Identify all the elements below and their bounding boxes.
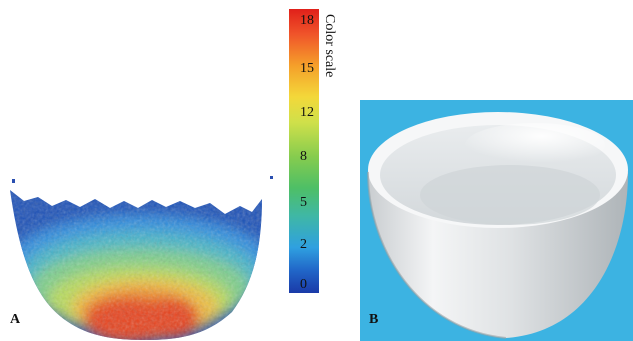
panel-a: 18 15 12 8 5 2 0 Color scale A bbox=[10, 9, 337, 340]
color-scale-title: Color scale bbox=[322, 14, 337, 78]
bowl-render bbox=[367, 112, 628, 339]
color-scale-bar bbox=[289, 9, 319, 293]
scale-tick-18: 18 bbox=[300, 13, 314, 28]
panel-b: B bbox=[360, 100, 633, 341]
color-map-bowl bbox=[10, 176, 273, 340]
scale-tick-2: 2 bbox=[300, 237, 307, 252]
stray-dot bbox=[270, 176, 273, 179]
scale-tick-12: 12 bbox=[300, 105, 314, 120]
scale-tick-0: 0 bbox=[300, 277, 307, 292]
scale-tick-8: 8 bbox=[300, 149, 307, 164]
panel-label-b: B bbox=[369, 312, 379, 327]
scale-tick-5: 5 bbox=[300, 195, 307, 210]
panel-label-a: A bbox=[10, 312, 21, 327]
stray-dot bbox=[12, 179, 15, 183]
scale-tick-15: 15 bbox=[300, 61, 314, 76]
